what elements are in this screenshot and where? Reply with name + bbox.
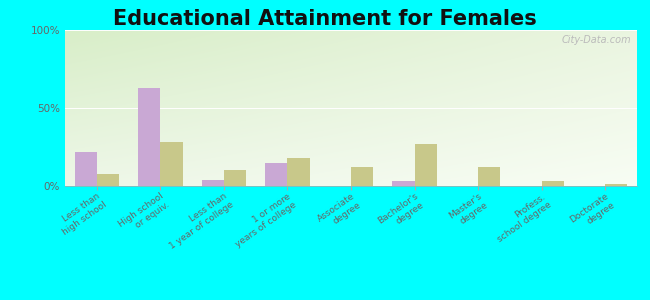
- Bar: [393, 181, 415, 186]
- Bar: [605, 184, 627, 186]
- Bar: [161, 142, 183, 186]
- Text: Educational Attainment for Females: Educational Attainment for Females: [113, 9, 537, 29]
- Bar: [265, 163, 287, 186]
- Bar: [75, 152, 97, 186]
- Bar: [541, 181, 564, 186]
- Bar: [202, 180, 224, 186]
- Bar: [478, 167, 500, 186]
- Bar: [224, 170, 246, 186]
- Text: City-Data.com: City-Data.com: [562, 35, 631, 45]
- Bar: [415, 144, 437, 186]
- Bar: [138, 88, 161, 186]
- Bar: [351, 167, 373, 186]
- Bar: [97, 173, 119, 186]
- Bar: [287, 158, 309, 186]
